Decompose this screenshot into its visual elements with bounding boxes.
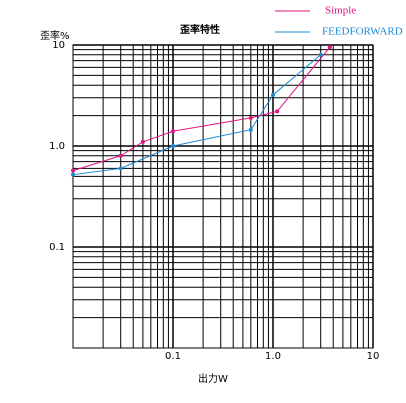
y-tick-label: 1.0 <box>49 141 65 152</box>
x-tick-label: 1.0 <box>265 351 281 362</box>
legend-text: Simple <box>325 5 356 17</box>
data-point <box>118 153 123 158</box>
plot-frame <box>72 44 374 349</box>
y-tick-label: 10 <box>52 40 65 51</box>
data-point <box>118 166 123 171</box>
data-point <box>271 92 275 97</box>
y-tick-label: 0.1 <box>49 242 65 253</box>
data-point <box>171 129 175 134</box>
data-point <box>248 127 253 132</box>
data-point <box>248 115 253 120</box>
data-point <box>71 172 75 177</box>
legend-text: FEEDFORWARD <box>322 26 403 38</box>
chart-title: 歪率特性 <box>180 23 220 36</box>
data-point <box>318 52 323 57</box>
data-point <box>140 139 145 144</box>
x-axis-label: 出力W <box>198 372 228 385</box>
x-tick-label: 10 <box>367 351 380 362</box>
series-line <box>72 54 322 176</box>
data-point <box>71 168 75 173</box>
y-axis-label: 歪率% <box>40 29 70 42</box>
x-tick-label: 0.1 <box>165 351 181 362</box>
data-point <box>327 45 332 50</box>
series-line <box>72 46 331 172</box>
data-point <box>275 109 280 114</box>
data-point <box>171 144 175 148</box>
